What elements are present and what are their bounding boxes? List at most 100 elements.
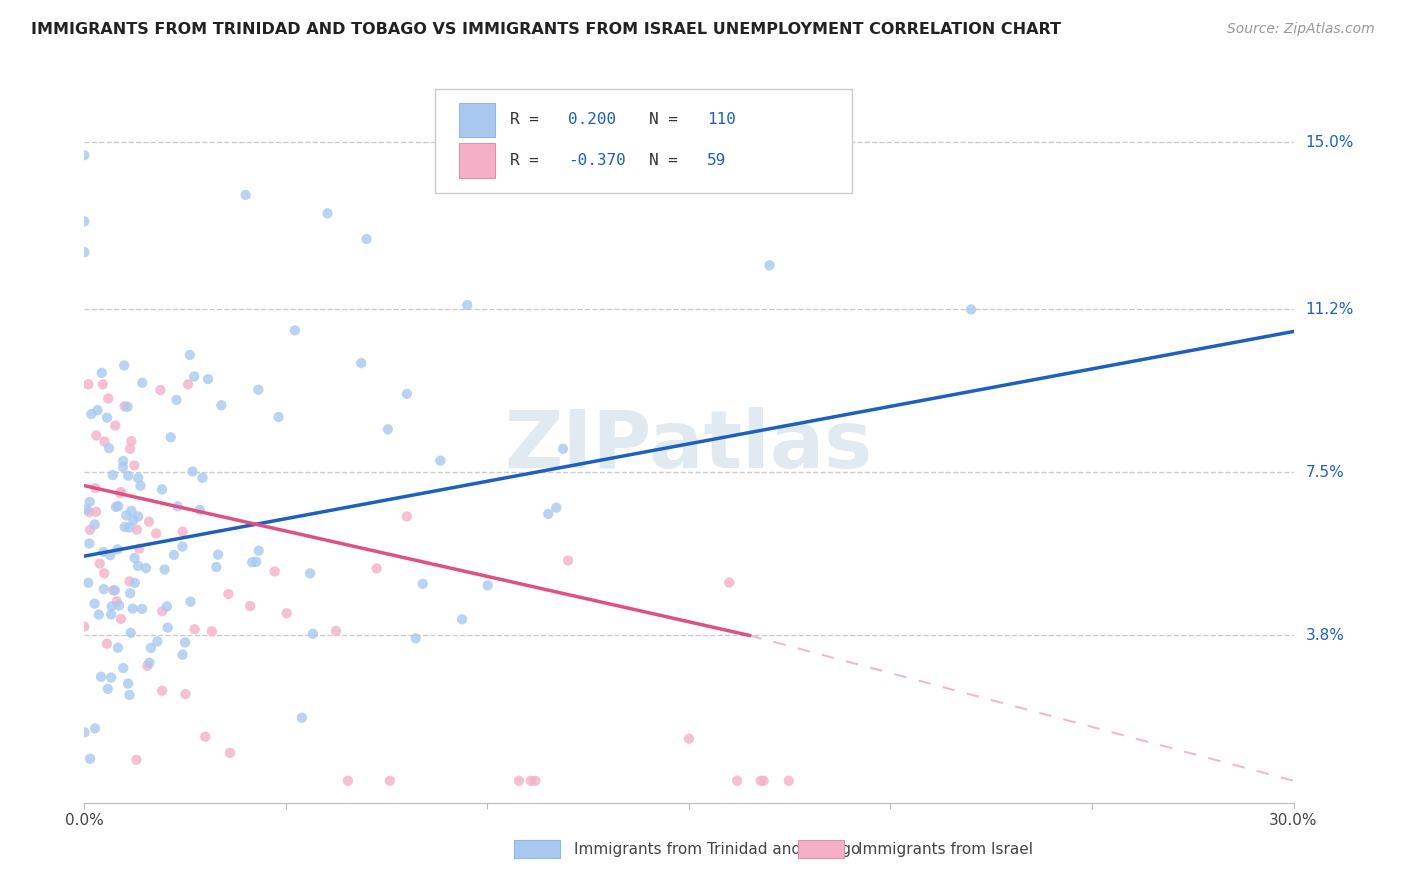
Point: [316, 206, 339, 220]
Point: [139, 640, 162, 655]
Point: [247, 383, 270, 397]
Point: [174, 635, 197, 649]
Point: [378, 773, 401, 788]
Point: [108, 486, 131, 500]
Point: [174, 687, 197, 701]
Point: [557, 553, 579, 567]
Point: [207, 548, 229, 562]
Point: [98, 441, 121, 455]
FancyBboxPatch shape: [460, 144, 495, 178]
Point: [112, 359, 135, 373]
Point: [159, 430, 181, 444]
Point: [150, 483, 173, 497]
Point: [104, 500, 127, 514]
Point: [181, 465, 204, 479]
Point: [87, 607, 110, 622]
Point: [96, 637, 118, 651]
Point: [127, 471, 149, 485]
Point: [93, 434, 115, 449]
Point: [184, 622, 207, 636]
Point: [86, 403, 108, 417]
Point: [103, 583, 125, 598]
Text: Immigrants from Trinidad and Tobago: Immigrants from Trinidad and Tobago: [574, 842, 860, 856]
Point: [97, 392, 120, 406]
Point: [105, 594, 128, 608]
Point: [135, 561, 157, 575]
Point: [429, 453, 451, 467]
Point: [524, 773, 547, 788]
Text: 59: 59: [707, 153, 727, 168]
Point: [276, 606, 298, 620]
Point: [73, 725, 96, 739]
Point: [405, 632, 427, 646]
Point: [138, 515, 160, 529]
Point: [177, 377, 200, 392]
Point: [111, 460, 134, 475]
Point: [960, 302, 983, 317]
Point: [83, 517, 105, 532]
Point: [209, 398, 232, 412]
Text: ZIPatlas: ZIPatlas: [505, 407, 873, 485]
Point: [778, 773, 800, 788]
Point: [118, 688, 141, 702]
Point: [93, 582, 115, 596]
Point: [98, 548, 121, 562]
Point: [84, 481, 107, 495]
Point: [131, 376, 153, 390]
Point: [104, 418, 127, 433]
Point: [73, 619, 96, 633]
Text: 0.200: 0.200: [568, 112, 616, 128]
Point: [128, 541, 150, 556]
Point: [97, 681, 120, 696]
Point: [117, 468, 139, 483]
Point: [284, 323, 307, 337]
Point: [156, 599, 179, 614]
Point: [145, 526, 167, 541]
Point: [752, 773, 775, 788]
Text: 15.0%: 15.0%: [1306, 135, 1354, 150]
Point: [114, 400, 136, 414]
Point: [188, 503, 211, 517]
Point: [107, 542, 129, 557]
Point: [240, 555, 263, 569]
Point: [156, 621, 179, 635]
Point: [124, 551, 146, 566]
Point: [350, 356, 373, 370]
Point: [77, 505, 100, 519]
Point: [118, 442, 141, 456]
Point: [117, 400, 139, 414]
Point: [194, 730, 217, 744]
Point: [104, 583, 127, 598]
Point: [115, 508, 138, 523]
Point: [138, 656, 160, 670]
Point: [377, 422, 399, 436]
Point: [120, 434, 142, 448]
Point: [508, 773, 530, 788]
Text: 3.8%: 3.8%: [1306, 628, 1344, 643]
Point: [205, 560, 228, 574]
Point: [172, 540, 194, 554]
Point: [245, 555, 267, 569]
Point: [118, 520, 141, 534]
Point: [121, 601, 143, 615]
Point: [146, 634, 169, 648]
Point: [477, 578, 499, 592]
Point: [219, 746, 242, 760]
Point: [93, 545, 115, 559]
Text: IMMIGRANTS FROM TRINIDAD AND TOBAGO VS IMMIGRANTS FROM ISRAEL UNEMPLOYMENT CORRE: IMMIGRANTS FROM TRINIDAD AND TOBAGO VS I…: [31, 22, 1062, 37]
Point: [451, 612, 474, 626]
Point: [79, 536, 101, 550]
Point: [520, 773, 543, 788]
Point: [83, 597, 105, 611]
FancyBboxPatch shape: [797, 840, 844, 858]
Point: [263, 565, 285, 579]
Point: [122, 458, 145, 473]
Point: [299, 566, 322, 581]
Point: [183, 369, 205, 384]
Point: [77, 575, 100, 590]
Point: [150, 683, 173, 698]
Point: [267, 410, 290, 425]
Text: 11.2%: 11.2%: [1306, 302, 1354, 317]
Point: [758, 259, 780, 273]
Text: 7.5%: 7.5%: [1306, 465, 1344, 480]
